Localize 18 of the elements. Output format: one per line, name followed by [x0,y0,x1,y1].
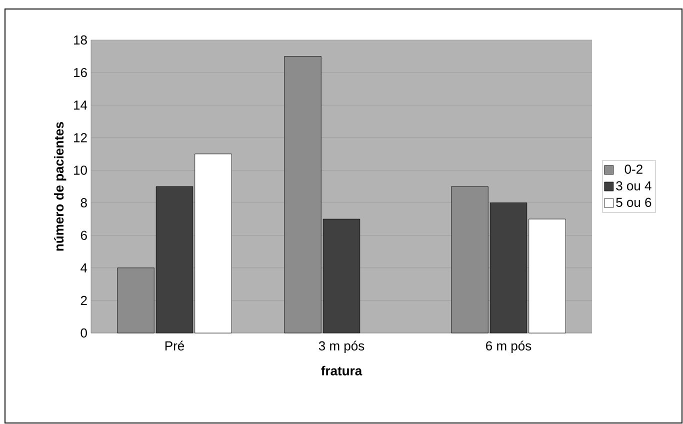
y-tick-label: 12 [74,133,87,142]
x-axis-title: fratura [321,366,362,376]
y-tick-label: 14 [74,100,88,110]
legend-label: 3 ou 4 [616,181,652,190]
legend-label: 0-2 [624,164,642,174]
y-tick-label: 16 [74,68,87,78]
x-tick-label: Pré [165,340,184,350]
x-tick-label: 6 m pós [486,340,532,354]
y-tick-label: 8 [80,198,87,208]
y-tick-label: 4 [80,263,88,272]
x-tick-label: 3 m pós [318,340,364,354]
y-axis-title: número de pacientes [54,122,66,251]
legend-label: 5 ou 6 [616,198,652,207]
y-tick-label: 0 [80,328,87,338]
y-tick-label: 2 [80,296,87,305]
y-tick-label: 6 [80,230,87,240]
y-tick-label: 18 [74,35,87,45]
y-tick-label: 10 [74,166,87,175]
